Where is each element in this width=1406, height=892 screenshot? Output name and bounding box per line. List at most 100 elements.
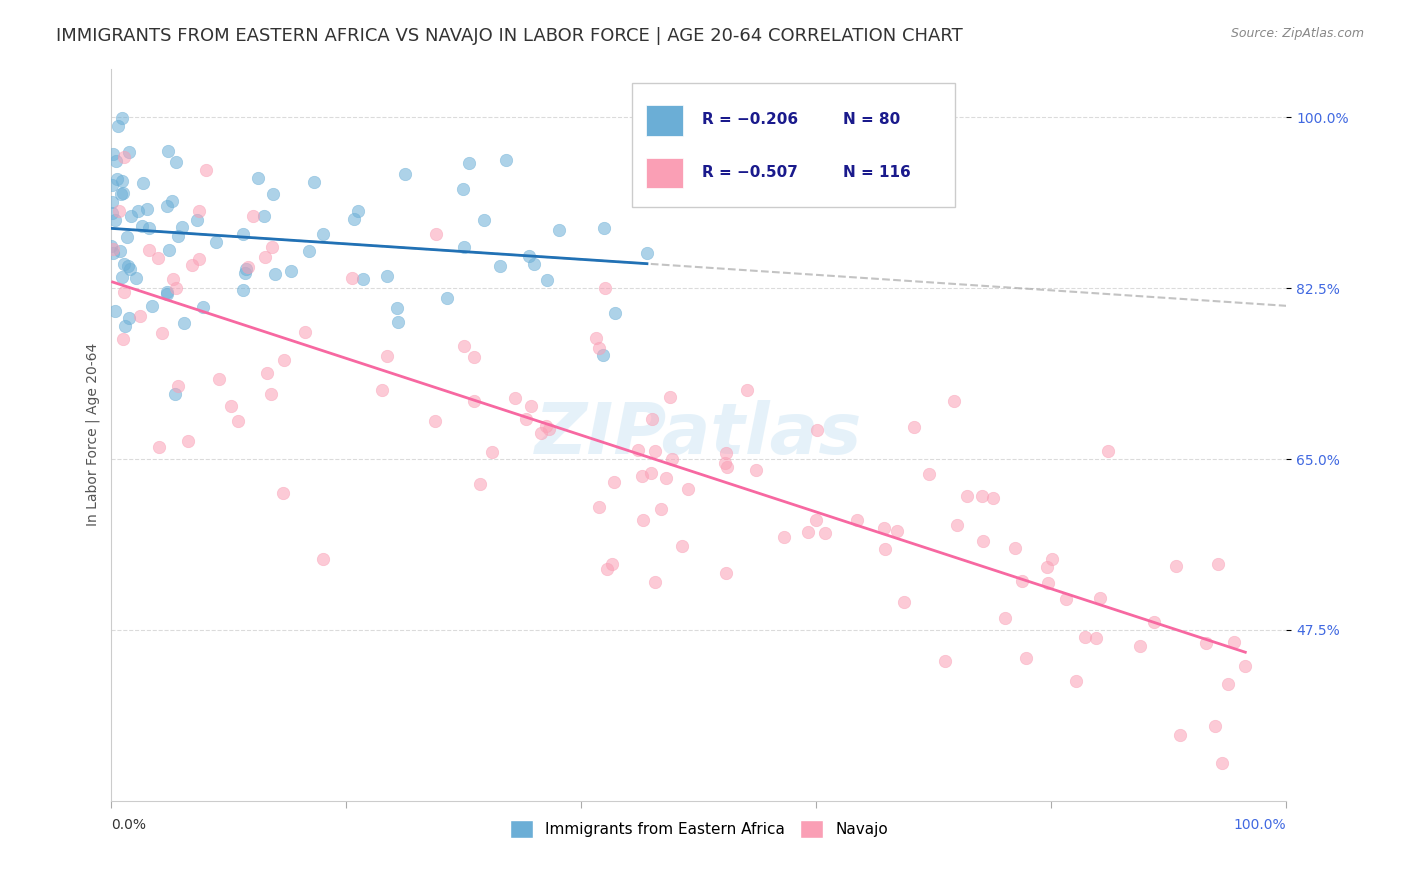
Point — [156, 199, 179, 213]
Point — [104, 304, 127, 318]
Point — [1036, 576, 1059, 591]
Point — [716, 446, 738, 460]
Point — [181, 258, 204, 272]
Point — [254, 250, 277, 264]
Point — [194, 163, 217, 178]
Point — [165, 155, 187, 169]
Point — [1074, 630, 1097, 644]
Point — [468, 476, 491, 491]
Point — [650, 502, 672, 516]
Point — [875, 542, 897, 557]
Point — [370, 383, 392, 397]
Point — [773, 530, 796, 544]
Point — [588, 342, 610, 356]
Point — [1194, 636, 1216, 650]
Point — [264, 267, 287, 281]
Point — [636, 246, 658, 260]
Point — [115, 230, 138, 244]
Point — [141, 300, 163, 314]
Point — [101, 147, 124, 161]
Point — [592, 348, 614, 362]
Point — [208, 372, 231, 386]
Point — [633, 513, 655, 527]
Point — [1143, 615, 1166, 630]
Point — [547, 223, 569, 237]
Point — [394, 167, 416, 181]
Point — [150, 326, 173, 341]
Text: N = 80: N = 80 — [844, 112, 900, 128]
Point — [343, 211, 366, 226]
Point — [1129, 639, 1152, 653]
Point — [592, 220, 614, 235]
Text: R = −0.206: R = −0.206 — [702, 112, 799, 128]
Point — [1040, 551, 1063, 566]
Point — [655, 471, 678, 485]
Point — [260, 240, 283, 254]
Point — [177, 434, 200, 448]
Point — [100, 194, 122, 209]
Point — [186, 213, 208, 227]
Point — [138, 221, 160, 235]
Point — [903, 420, 925, 434]
Point — [112, 150, 135, 164]
Point — [631, 468, 654, 483]
Point — [1168, 728, 1191, 742]
Point — [110, 269, 132, 284]
Point — [627, 442, 650, 457]
Point — [188, 252, 211, 266]
Point — [804, 513, 827, 527]
Point — [523, 257, 546, 271]
Y-axis label: In Labor Force | Age 20-64: In Labor Force | Age 20-64 — [86, 343, 100, 526]
Point — [156, 285, 179, 300]
FancyBboxPatch shape — [631, 83, 955, 207]
Point — [588, 500, 610, 515]
Point — [644, 444, 666, 458]
Point — [138, 244, 160, 258]
Point — [297, 244, 319, 258]
Point — [131, 219, 153, 233]
Point — [796, 525, 818, 540]
Point — [503, 391, 526, 405]
Point — [714, 566, 737, 580]
Point — [641, 411, 664, 425]
Point — [1234, 658, 1257, 673]
Point — [219, 399, 242, 413]
Point — [253, 209, 276, 223]
Point — [312, 552, 335, 566]
Point — [814, 525, 837, 540]
Point — [375, 350, 398, 364]
Point — [536, 273, 558, 287]
Point — [1223, 634, 1246, 648]
Point — [972, 489, 994, 503]
Point — [173, 316, 195, 330]
Point — [1097, 444, 1119, 458]
Point — [451, 181, 474, 195]
Point — [886, 524, 908, 538]
Point — [716, 459, 738, 474]
Point — [517, 248, 540, 262]
Point — [893, 595, 915, 609]
Point — [377, 269, 399, 284]
Point — [112, 285, 135, 299]
FancyBboxPatch shape — [645, 158, 683, 188]
Point — [273, 353, 295, 368]
Point — [108, 203, 131, 218]
Point — [489, 259, 512, 273]
Point — [166, 228, 188, 243]
Point — [111, 111, 134, 125]
Point — [737, 384, 759, 398]
Point — [600, 558, 623, 572]
Point — [873, 521, 896, 535]
Point — [232, 227, 254, 241]
Point — [118, 261, 141, 276]
Point — [156, 286, 179, 301]
Text: 0.0%: 0.0% — [111, 819, 146, 832]
Legend: Immigrants from Eastern Africa, Navajo: Immigrants from Eastern Africa, Navajo — [503, 814, 894, 845]
Point — [463, 393, 485, 408]
Point — [191, 300, 214, 314]
Point — [744, 463, 766, 477]
Point — [453, 338, 475, 352]
Point — [104, 153, 127, 168]
Point — [605, 306, 627, 320]
Point — [110, 186, 132, 201]
